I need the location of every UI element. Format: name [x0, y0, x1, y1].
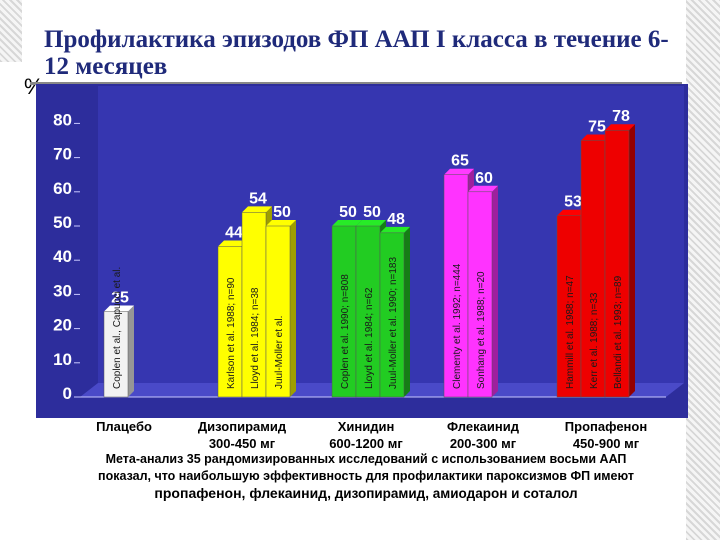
- category-dose: 450-900 мг: [572, 436, 640, 451]
- bar-top: [444, 168, 474, 175]
- category-name: Флекаинид: [447, 419, 519, 434]
- y-tick-label: 0: [63, 384, 72, 403]
- bar-value-label: 50: [363, 204, 381, 221]
- bar-value-label: 65: [451, 153, 469, 170]
- bar-top: [581, 134, 611, 141]
- footnote-rest: дизопирамид, амиодарон и соталол: [330, 486, 578, 501]
- bar-side: [492, 185, 498, 397]
- bar-value-label: 54: [249, 190, 267, 207]
- bar: 78 Bellandi et al. 1993; n=89: [604, 108, 635, 398]
- category-dose: 200-300 мг: [449, 436, 517, 451]
- slide-title: Профилактика эпизодов ФП ААП I класса в …: [44, 26, 669, 80]
- y-tick-labels: 0 10 20 30 40 50 60 70 80: [53, 110, 80, 403]
- category-name: Дизопирамид: [197, 419, 287, 434]
- title-divider: [30, 82, 682, 85]
- y-tick-label: 40: [53, 247, 72, 266]
- bar-value-label: 75: [588, 119, 606, 136]
- bar-study-label: Kerr et al. 1988; n=33: [589, 292, 600, 389]
- bar-value-label: 53: [564, 194, 582, 211]
- bar-front: [265, 225, 291, 398]
- bar-study-label: Lloyd et al. 1984; n=38: [250, 287, 261, 389]
- bar-top: [557, 209, 587, 216]
- y-tick-label: 70: [53, 145, 72, 164]
- bar-front: [379, 232, 405, 398]
- category-label: Хинидин 600-1200 мг: [329, 418, 403, 452]
- bar-side: [290, 220, 296, 397]
- y-tick-label: 50: [53, 213, 72, 232]
- bar-top: [356, 220, 386, 226]
- bar-value-label: 78: [612, 108, 630, 125]
- bar: 60 Sonhang et al. 1988; n=20: [467, 170, 498, 398]
- category-dose: 600-1200 мг: [329, 436, 403, 451]
- bar-value-label: 60: [475, 170, 493, 187]
- bar-front: [467, 191, 493, 398]
- category-name: Плацебо: [96, 419, 152, 434]
- bar-study-label: Lloyd et al. 1984; n=62: [364, 287, 375, 389]
- bar-study-label: Sonhang et al. 1988; n=20: [476, 271, 487, 389]
- bar-top: [266, 220, 296, 226]
- bar-front: [604, 129, 630, 398]
- bar-front: [556, 215, 582, 398]
- bar-value-label: 50: [339, 204, 357, 221]
- category-label: Флекаинид 200-300 мг: [447, 418, 519, 452]
- bar-study-label: Bellandi et al. 1993; n=89: [613, 275, 624, 389]
- bar: 50 Juul-Moller et al.: [265, 204, 296, 398]
- bar-front: [443, 174, 469, 398]
- bar-front: [103, 311, 129, 398]
- bar-top: [332, 220, 362, 226]
- category-dose: 300-450 мг: [208, 436, 276, 451]
- bar-front: [241, 212, 267, 398]
- y-tick-label: 30: [53, 281, 72, 300]
- bar-value-label: 25: [111, 290, 129, 307]
- y-tick-label: 60: [53, 179, 72, 198]
- bar-value-label: 50: [273, 204, 291, 221]
- bar-study-label: Hammill et al. 1988; n=47: [565, 275, 576, 389]
- bar-top: [468, 185, 498, 192]
- bar-top: [380, 226, 410, 233]
- bar-top: [605, 124, 635, 131]
- footnote-line-2: показал, что наибольшую эффективность дл…: [98, 469, 634, 483]
- category-labels: Плацебо Дизопирамид 300-450 мг Хинидин 600-1…: [0, 418, 720, 452]
- decorative-border-right: [686, 0, 720, 540]
- category-label: Пропафенон 450-900 мг: [565, 418, 647, 452]
- bar: 48 Juul-Moller et al. 1990; n=183: [379, 211, 410, 398]
- footnote-line-3: пропафенон, флекаинид, дизопирамид, амио…: [46, 485, 686, 502]
- bar: 53 Hammill et al. 1988; n=47: [556, 194, 587, 398]
- bar-study-label: Karlson et al. 1988; n=90: [226, 277, 237, 389]
- decorative-border-left: [0, 0, 22, 62]
- bar-front: [217, 246, 243, 398]
- bar-front: [331, 225, 357, 398]
- footnote: Мета-анализ 35 рандомизированных исследо…: [46, 451, 686, 502]
- y-tick-label: 20: [53, 316, 72, 335]
- bar-study-label: Clementy et al. 1992; n=444: [452, 263, 463, 389]
- bar-side: [629, 124, 635, 398]
- bar-front: [355, 225, 381, 398]
- y-tick-label: 10: [53, 350, 72, 369]
- bar-study-label: Coplen et al., Capucci et al.: [112, 267, 123, 389]
- bar-side: [404, 226, 410, 397]
- y-tick-label: 80: [53, 110, 72, 129]
- bar-value-label: 44: [225, 225, 243, 242]
- category-label: Дизопирамид 300-450 мг: [198, 418, 286, 452]
- category-label: Плацебо: [96, 418, 152, 435]
- bar-side: [128, 305, 134, 397]
- bar-top: [242, 206, 272, 213]
- bar-top: [104, 305, 134, 312]
- footnote-emphasis: пропафенон, флекаинид,: [154, 485, 331, 501]
- bar-study-label: Coplen et al. 1990; n=808: [340, 274, 351, 389]
- bar-top: [218, 240, 248, 247]
- category-name: Пропафенон: [564, 419, 648, 434]
- bar-value-label: 48: [387, 211, 405, 228]
- bar-study-label: Juul-Moller et al.: [274, 316, 285, 389]
- footnote-line-1: Мета-анализ 35 рандомизированных исследо…: [105, 452, 627, 466]
- bar-study-label: Juul-Moller et al. 1990; n=183: [388, 257, 399, 389]
- category-name: Хинидин: [337, 419, 395, 434]
